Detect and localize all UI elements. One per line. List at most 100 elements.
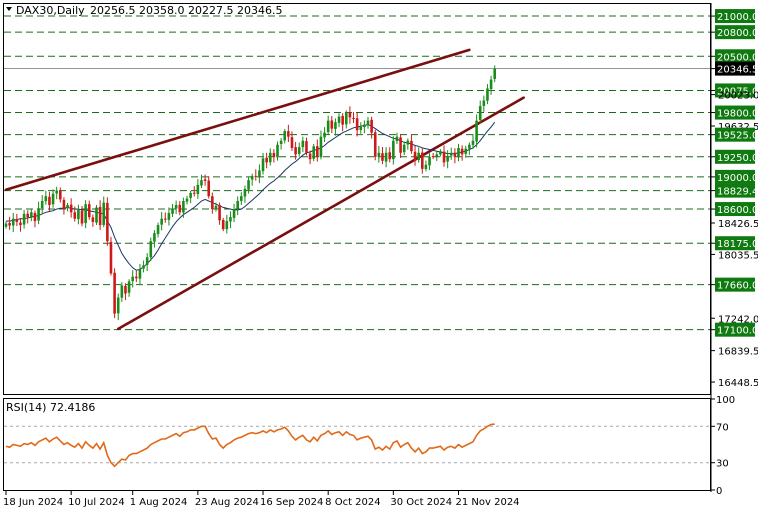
candle[interactable] [316, 139, 319, 162]
candle[interactable] [11, 212, 15, 233]
candle[interactable] [178, 200, 182, 216]
candle[interactable] [352, 112, 355, 123]
candle[interactable] [348, 106, 352, 124]
candle[interactable] [87, 200, 91, 220]
candle[interactable] [475, 114, 478, 148]
candle[interactable] [305, 137, 308, 156]
candle[interactable] [207, 176, 211, 199]
candle[interactable] [113, 268, 116, 319]
candle[interactable] [48, 191, 51, 211]
candle[interactable] [388, 147, 392, 163]
candle[interactable] [294, 141, 297, 160]
candle[interactable] [167, 207, 171, 226]
candle[interactable] [366, 116, 370, 129]
candle[interactable] [203, 174, 207, 186]
candle[interactable] [460, 145, 464, 161]
candle[interactable] [145, 253, 149, 272]
candle[interactable] [417, 147, 420, 163]
candle[interactable] [439, 149, 442, 157]
candle[interactable] [370, 116, 373, 139]
candle[interactable] [73, 206, 77, 222]
candle[interactable] [240, 192, 243, 205]
candle[interactable] [40, 194, 44, 215]
candle[interactable] [120, 282, 124, 302]
candle[interactable] [250, 173, 254, 186]
candle[interactable] [319, 130, 323, 160]
candle[interactable] [384, 147, 388, 168]
candle[interactable] [106, 197, 109, 246]
candle[interactable] [334, 118, 337, 136]
candle[interactable] [276, 141, 279, 161]
candle[interactable] [33, 210, 37, 228]
candle[interactable] [478, 100, 482, 124]
candle[interactable] [131, 270, 134, 288]
candle[interactable] [15, 213, 19, 227]
candle[interactable] [410, 134, 413, 154]
candle[interactable] [261, 152, 265, 175]
candle[interactable] [301, 136, 305, 153]
candle[interactable] [236, 196, 239, 216]
candle[interactable] [185, 195, 189, 205]
candle[interactable] [37, 201, 40, 225]
candle[interactable] [355, 112, 359, 137]
candle[interactable] [229, 211, 232, 229]
candle[interactable] [272, 149, 276, 163]
candle[interactable] [55, 186, 58, 200]
candle[interactable] [142, 260, 145, 273]
candle[interactable] [192, 186, 196, 197]
candle[interactable] [221, 217, 225, 232]
candle[interactable] [399, 134, 402, 159]
candle[interactable] [44, 190, 48, 205]
candle[interactable] [51, 189, 55, 208]
candle[interactable] [428, 153, 431, 171]
candle[interactable] [196, 178, 200, 199]
candle[interactable] [453, 148, 457, 164]
candle[interactable] [243, 185, 247, 203]
candle[interactable] [189, 190, 192, 204]
candle[interactable] [421, 147, 424, 174]
candle[interactable] [174, 200, 178, 214]
candle[interactable] [312, 143, 315, 162]
candle[interactable] [62, 197, 66, 215]
candle[interactable] [359, 122, 363, 134]
candle[interactable] [59, 187, 62, 203]
candle[interactable] [218, 202, 221, 225]
candle[interactable] [247, 177, 250, 194]
candle[interactable] [153, 230, 156, 248]
candle[interactable] [337, 113, 341, 128]
candle[interactable] [442, 145, 446, 167]
candle[interactable] [464, 145, 468, 158]
candle[interactable] [402, 141, 406, 156]
candle[interactable] [225, 214, 229, 234]
candle[interactable] [381, 146, 384, 165]
candle[interactable] [283, 128, 287, 144]
candle[interactable] [287, 124, 290, 143]
candle[interactable] [482, 95, 486, 112]
candle[interactable] [127, 279, 131, 297]
candle[interactable] [431, 152, 435, 159]
candle[interactable] [95, 205, 98, 226]
candle[interactable] [232, 203, 236, 223]
candle[interactable] [138, 264, 142, 285]
candle[interactable] [457, 143, 460, 162]
candle[interactable] [323, 127, 326, 142]
candle[interactable] [308, 150, 312, 165]
trend-channel-line[interactable] [116, 96, 525, 331]
candle[interactable] [84, 200, 87, 229]
candle[interactable] [4, 221, 8, 229]
candle[interactable] [80, 205, 84, 227]
candle[interactable] [435, 151, 439, 161]
candle[interactable] [265, 152, 268, 169]
candle[interactable] [344, 110, 348, 129]
candle[interactable] [91, 214, 95, 227]
candle[interactable] [254, 169, 258, 181]
candle[interactable] [392, 136, 395, 165]
candle[interactable] [330, 116, 334, 134]
candle[interactable] [22, 209, 26, 229]
candle[interactable] [77, 204, 80, 225]
candle[interactable] [489, 75, 493, 95]
candle[interactable] [19, 218, 22, 232]
candle[interactable] [200, 174, 203, 188]
candle[interactable] [326, 115, 330, 135]
